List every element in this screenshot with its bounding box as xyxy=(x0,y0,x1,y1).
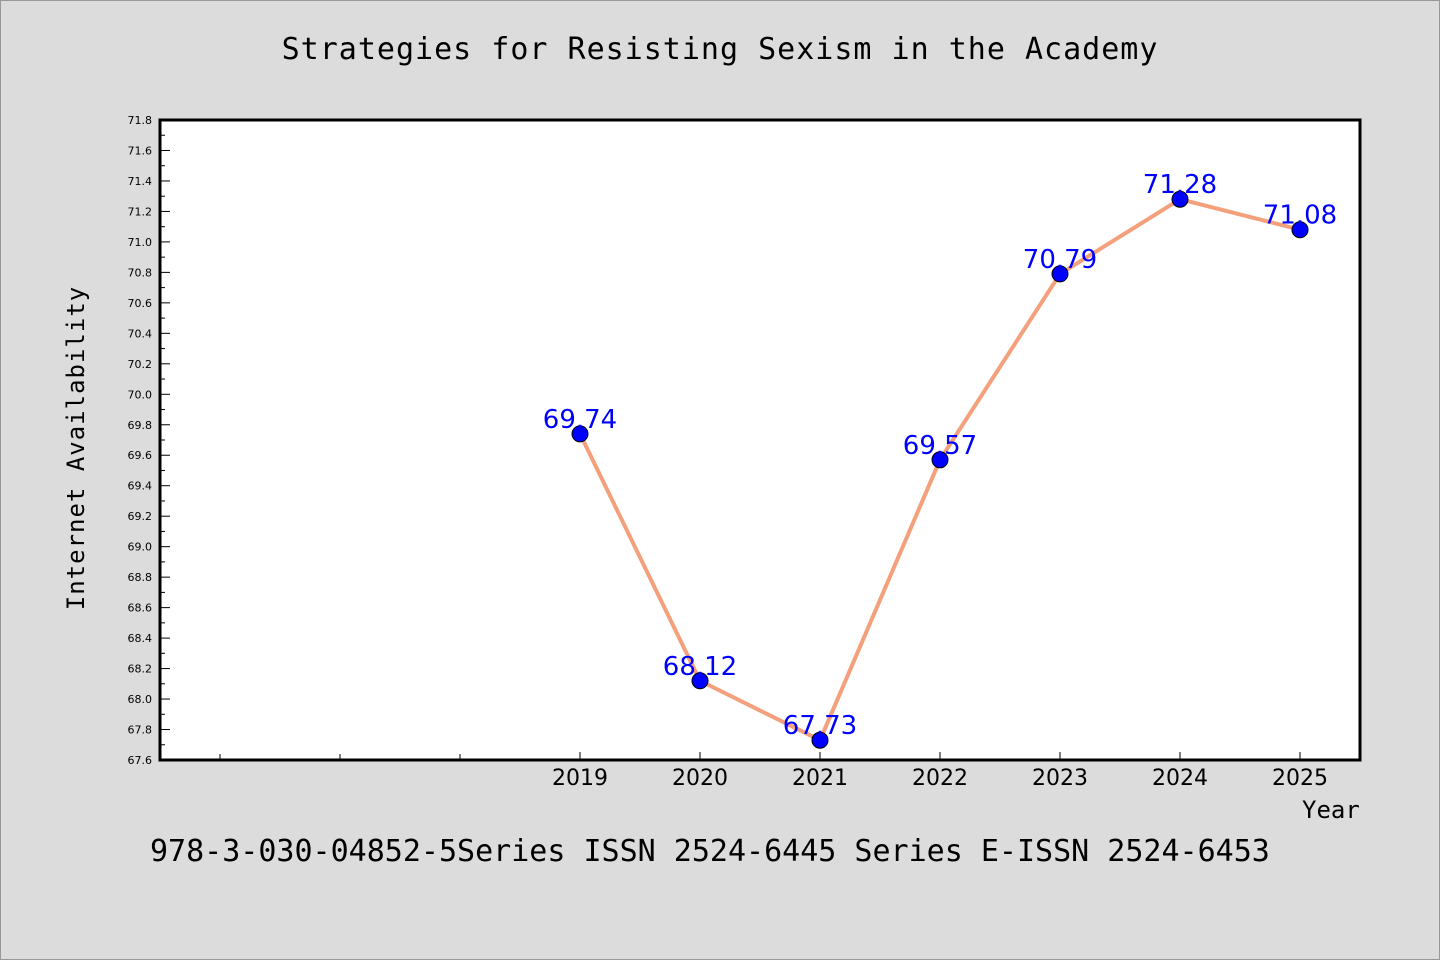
data-point xyxy=(1051,265,1069,283)
y-tick-label: 68.6 xyxy=(128,602,153,615)
x-tick-label: 2020 xyxy=(672,766,728,791)
y-tick-label: 68.0 xyxy=(128,693,153,706)
x-tick-label: 2023 xyxy=(1032,766,1088,791)
y-axis-label: Internet Availability xyxy=(62,285,90,611)
plot-area xyxy=(160,120,1360,760)
y-tick-label: 70.2 xyxy=(128,358,153,371)
data-label: 70.79 xyxy=(1023,245,1097,275)
data-point xyxy=(931,451,949,469)
y-tick-label: 71.2 xyxy=(128,205,153,218)
data-label: 69.57 xyxy=(903,431,977,461)
data-label: 67.73 xyxy=(783,711,857,741)
data-point xyxy=(571,425,589,443)
data-label: 69.74 xyxy=(543,405,617,435)
data-label: 71.28 xyxy=(1143,170,1217,200)
x-tick-label: 2025 xyxy=(1272,766,1328,791)
y-tick-label: 69.0 xyxy=(128,541,153,554)
y-tick-label: 70.0 xyxy=(128,388,153,401)
y-tick-label: 67.8 xyxy=(128,724,153,737)
y-tick-label: 71.6 xyxy=(128,144,153,157)
y-tick-label: 71.0 xyxy=(128,236,153,249)
y-tick-label: 69.6 xyxy=(128,449,153,462)
y-tick-label: 70.6 xyxy=(128,297,153,310)
footer-isbn-text: 978-3-030-04852-5Series ISSN 2524-6445 S… xyxy=(150,834,1270,869)
y-tick-label: 70.8 xyxy=(128,266,153,279)
data-label: 71.08 xyxy=(1263,201,1337,231)
y-tick-label: 71.8 xyxy=(128,114,153,127)
y-tick-label: 67.6 xyxy=(128,754,153,767)
data-point xyxy=(1171,190,1189,208)
x-tick-label: 2024 xyxy=(1152,766,1208,791)
y-tick-label: 69.4 xyxy=(128,480,153,493)
x-tick-label: 2021 xyxy=(792,766,848,791)
y-tick-label: 68.2 xyxy=(128,663,153,676)
x-tick-label: 2022 xyxy=(912,766,968,791)
data-point xyxy=(1291,221,1309,239)
data-point xyxy=(691,672,709,690)
y-tick-label: 70.4 xyxy=(128,327,153,340)
y-tick-label: 68.4 xyxy=(128,632,153,645)
data-label: 68.12 xyxy=(663,652,737,682)
y-tick-label: 68.8 xyxy=(128,571,153,584)
y-tick-label: 69.8 xyxy=(128,419,153,432)
y-tick-label: 71.4 xyxy=(128,175,153,188)
x-axis-label: Year xyxy=(1302,796,1360,824)
chart-title: Strategies for Resisting Sexism in the A… xyxy=(281,32,1159,67)
data-point xyxy=(811,731,829,749)
x-tick-label: 2019 xyxy=(552,766,608,791)
y-tick-label: 69.2 xyxy=(128,510,153,523)
